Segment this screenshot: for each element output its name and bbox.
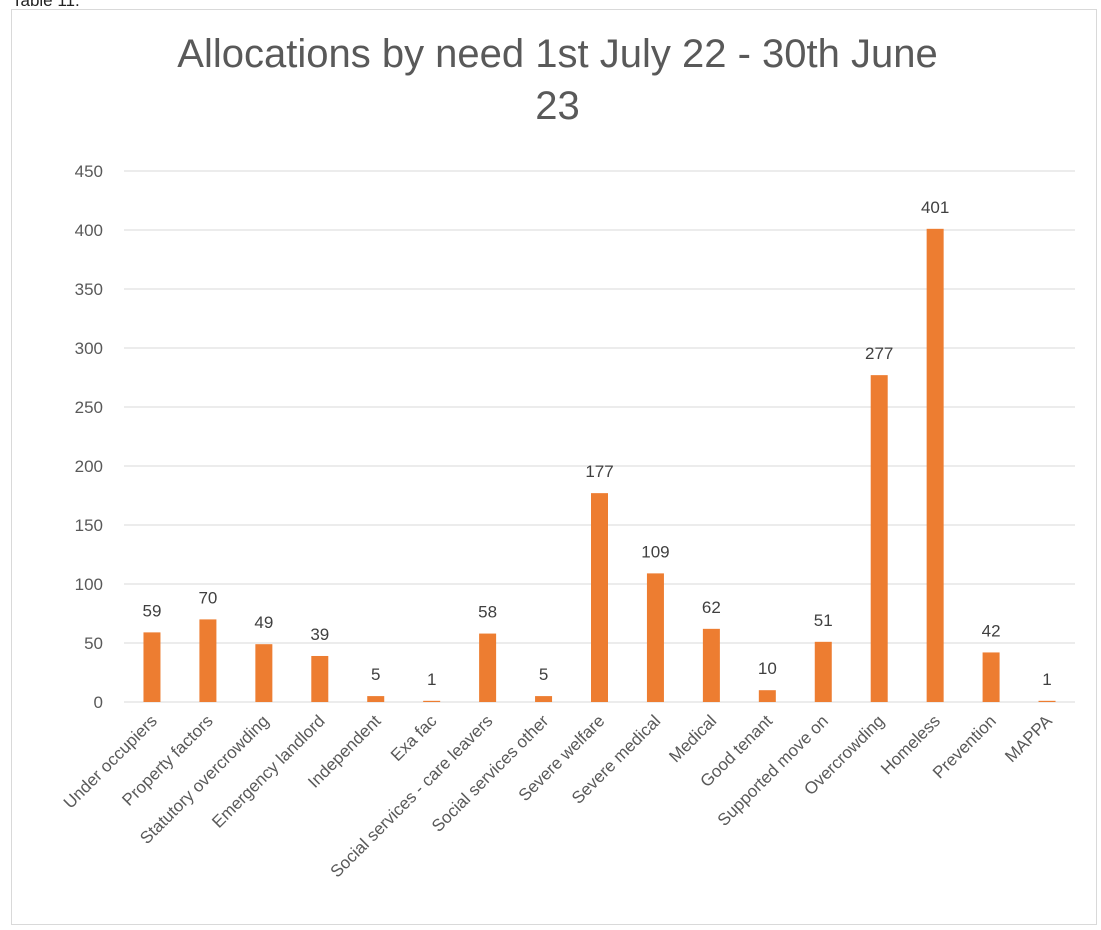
bar (702, 628, 720, 702)
bar (814, 641, 832, 702)
bar (758, 690, 776, 702)
data-label: 1 (1042, 670, 1051, 689)
y-tick-label: 0 (94, 693, 103, 712)
data-label: 401 (921, 198, 949, 217)
category-label: Medical (665, 711, 720, 766)
y-tick-label: 50 (84, 634, 103, 653)
table-caption: Table 11. (12, 0, 80, 10)
y-tick-label: 450 (75, 162, 103, 181)
bar (311, 655, 329, 702)
bar (926, 228, 944, 702)
data-label: 10 (758, 659, 777, 678)
chart-title-line-1: Allocations by need 1st July 22 - 30th J… (177, 32, 938, 76)
chart-frame (11, 9, 1097, 925)
data-label: 177 (585, 462, 613, 481)
data-label: 49 (254, 613, 273, 632)
y-tick-label: 350 (75, 280, 103, 299)
bar (367, 696, 385, 702)
chart-title-line-2: 23 (535, 84, 580, 128)
data-label: 70 (198, 588, 217, 607)
data-label: 5 (371, 665, 380, 684)
data-label: 58 (478, 603, 497, 622)
bar (1038, 700, 1056, 702)
data-label: 42 (982, 621, 1001, 640)
data-label: 277 (865, 344, 893, 363)
bar (982, 652, 1000, 702)
data-label: 62 (702, 598, 721, 617)
chart-title: Allocations by need 1st July 22 - 30th J… (0, 28, 1101, 132)
bar (591, 493, 608, 702)
y-tick-label: 400 (75, 221, 103, 240)
bar (143, 632, 161, 702)
bar (535, 696, 553, 702)
data-label: 39 (310, 625, 329, 644)
data-label: 1 (427, 670, 436, 689)
y-tick-label: 250 (75, 398, 103, 417)
data-label: 59 (143, 601, 162, 620)
y-tick-label: 200 (75, 457, 103, 476)
data-label: 51 (814, 611, 833, 630)
data-label: 109 (641, 542, 669, 561)
bar (423, 700, 441, 702)
category-label: MAPPA (1001, 711, 1056, 766)
bar (870, 375, 888, 702)
bar (199, 619, 217, 702)
category-label: Exa fac (387, 711, 441, 765)
y-tick-label: 150 (75, 516, 103, 535)
y-tick-label: 100 (75, 575, 103, 594)
bar (479, 633, 497, 702)
bar (255, 644, 273, 702)
category-label: Under occupiers (60, 711, 161, 812)
y-tick-label: 300 (75, 339, 103, 358)
data-label: 5 (539, 665, 548, 684)
bar (646, 573, 664, 702)
